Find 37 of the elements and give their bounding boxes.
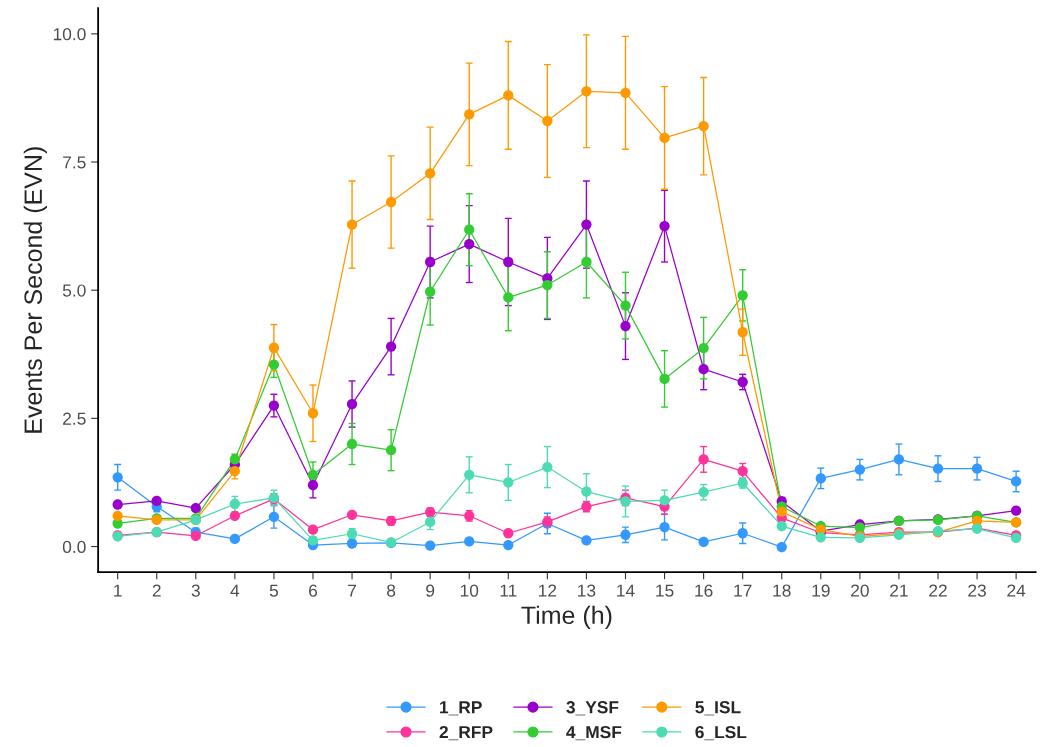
x-tick-label: 17: [734, 584, 752, 597]
x-tick-label: 2: [152, 584, 161, 597]
x-tick-label: 10: [460, 584, 479, 597]
x-tick-label: 18: [773, 584, 791, 597]
x-tick-label: 16: [695, 584, 713, 597]
legend-label: 3_YSF: [566, 701, 619, 716]
y-tick-label: 10.0: [53, 28, 86, 41]
y-axis-title: Events Per Second (EVN): [23, 147, 47, 433]
x-tick-label: 24: [1007, 584, 1026, 597]
x-tick-label: 13: [578, 584, 596, 597]
x-tick-label: 23: [968, 584, 986, 597]
x-tick-label: 1: [114, 584, 122, 597]
x-tick-label: 22: [929, 584, 947, 597]
legend-label: 5_ISL: [695, 701, 741, 716]
legend-label: 2_RFP: [439, 725, 493, 741]
x-tick-label: 11: [500, 584, 517, 597]
x-tick-label: 7: [348, 584, 356, 597]
x-tick-label: 19: [812, 584, 830, 597]
y-tick-label: 2.5: [63, 412, 86, 425]
x-tick-label: 8: [387, 584, 396, 597]
legend-label: 6_LSL: [695, 725, 747, 741]
x-tick-label: 4: [230, 584, 240, 597]
x-tick-label: 20: [851, 584, 869, 597]
x-tick-label: 9: [426, 584, 435, 597]
x-tick-label: 6: [309, 584, 318, 597]
x-tick-label: 14: [617, 584, 635, 597]
legend-label: 1_RP: [440, 701, 482, 716]
x-tick-label: 21: [890, 584, 908, 597]
legend-label: 4_MSF: [566, 725, 622, 741]
x-axis-title: Time (h): [521, 605, 612, 630]
x-tick-label: 15: [656, 584, 674, 597]
y-tick-label: 0.0: [62, 540, 86, 554]
y-tick-label: 7.5: [63, 156, 86, 169]
x-tick-label: 3: [191, 584, 200, 597]
x-tick-label: 5: [269, 584, 279, 597]
y-tick-label: 5.0: [62, 284, 86, 297]
x-tick-label: 12: [539, 584, 557, 597]
